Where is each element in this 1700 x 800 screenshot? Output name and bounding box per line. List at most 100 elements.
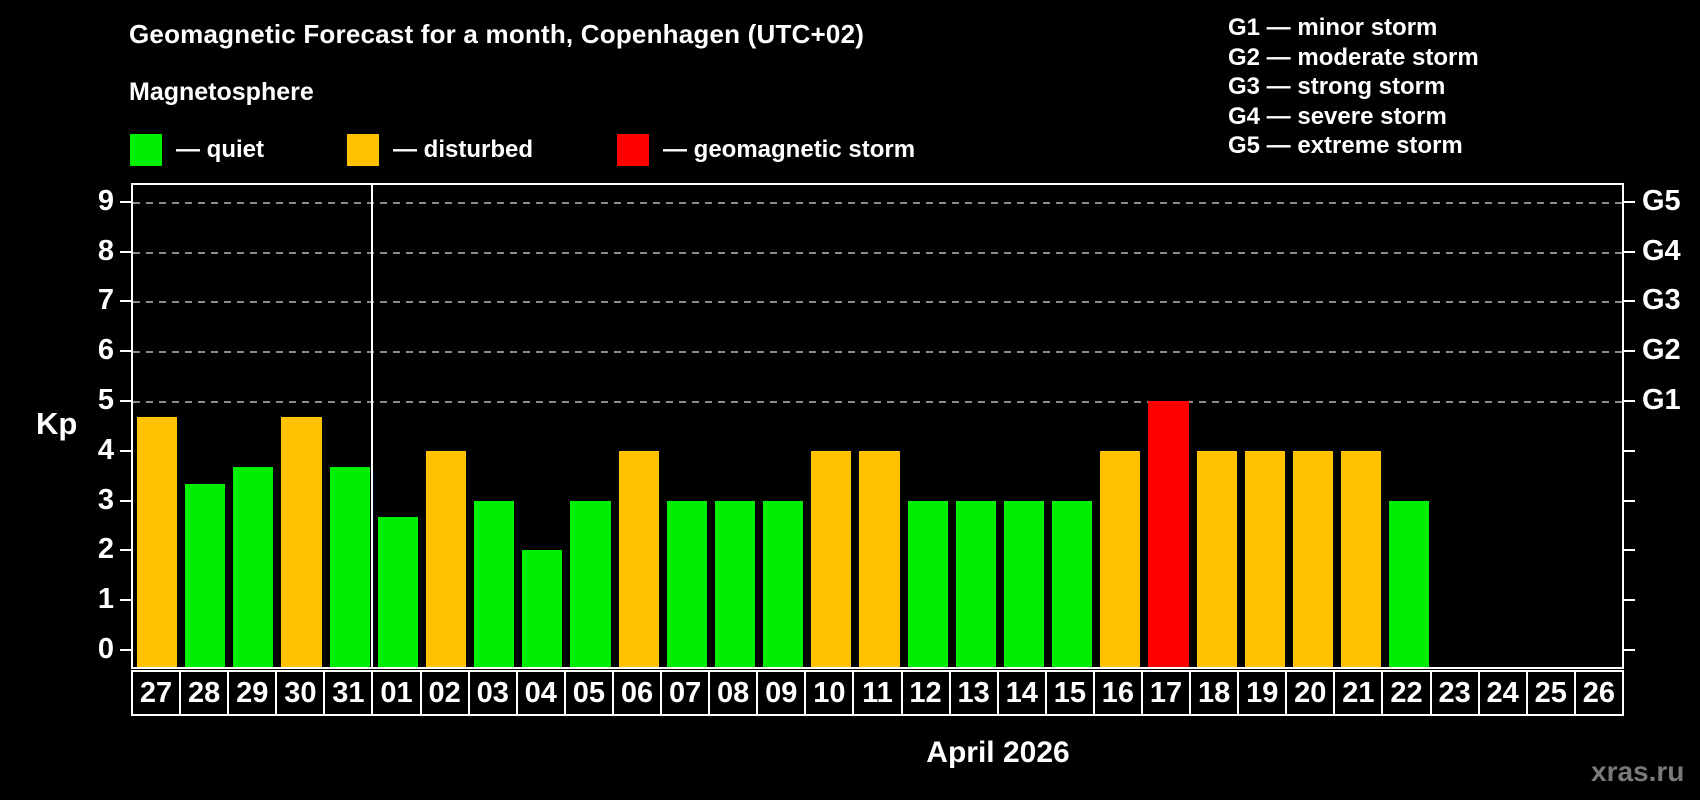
bar-day-17 — [1148, 401, 1189, 667]
date-cell-24: 24 — [1477, 672, 1526, 714]
y-tick-label-8: 8 — [97, 234, 114, 267]
y-tick-right — [1624, 449, 1635, 452]
y-tick-right — [1624, 599, 1635, 602]
bar-day-02 — [425, 450, 467, 667]
quiet-swatch-icon — [130, 134, 162, 166]
bar-day-21 — [1341, 450, 1382, 667]
date-axis: 27 28 29 30 31 01 02 03 04 05 06 07 08 09 10 11 12 13 14 15… — [131, 670, 1624, 716]
date-cell-14: 14 — [996, 672, 1045, 714]
bar-day-15 — [1052, 500, 1093, 667]
date-cell-18: 18 — [1189, 672, 1237, 714]
date-cell-23: 23 — [1429, 672, 1478, 714]
g5-legend-line: G5 — extreme storm — [1228, 132, 1463, 159]
date-cell-28: 28 — [179, 672, 227, 714]
date-cell-25: 25 — [1525, 672, 1574, 714]
chart-title: Geomagnetic Forecast for a month, Copenh… — [129, 19, 865, 49]
y-tick-right — [1624, 200, 1635, 203]
bar-day-30 — [281, 417, 322, 667]
date-cell-26: 26 — [1573, 672, 1622, 714]
y-tick-left — [120, 400, 131, 402]
bar-day-06 — [618, 450, 659, 667]
bar-day-16 — [1100, 450, 1141, 667]
bar-day-10 — [811, 450, 852, 667]
date-cell-13: 13 — [948, 672, 997, 714]
y-tick-right — [1624, 300, 1635, 303]
bar-day-05 — [570, 500, 611, 667]
date-cell-20: 20 — [1285, 672, 1333, 714]
bar-day-14 — [1003, 500, 1045, 667]
date-cell-29: 29 — [227, 672, 275, 714]
date-cell-02: 02 — [419, 672, 468, 714]
date-cell-12: 12 — [900, 672, 949, 714]
y-tick-left — [120, 599, 131, 602]
bar-day-31 — [329, 467, 370, 667]
y-tick-right — [1624, 499, 1635, 502]
y-tick-label-2: 2 — [97, 533, 114, 566]
legend-label-disturbed: — disturbed — [393, 136, 534, 163]
y-tick-left — [120, 449, 131, 452]
g1-legend-line: G1 — minor storm — [1228, 14, 1438, 41]
y-tick-left — [120, 250, 131, 253]
bar-day-18 — [1196, 450, 1237, 667]
date-cell-15: 15 — [1044, 672, 1093, 714]
y-axis-title: Kp — [36, 406, 78, 441]
date-cell-06: 06 — [611, 672, 660, 714]
legend-label-quiet: — quiet — [176, 136, 264, 163]
date-cell-19: 19 — [1237, 672, 1285, 714]
bar-day-20 — [1292, 450, 1334, 667]
bar-day-01 — [377, 517, 418, 667]
date-cell-16: 16 — [1092, 672, 1141, 714]
y-tick-left — [120, 200, 131, 203]
y-tick-left — [120, 350, 131, 353]
y-tick-label-1: 1 — [97, 583, 114, 616]
bar-day-22 — [1389, 500, 1430, 667]
y-tick-left — [120, 649, 131, 651]
month-label: April 2026 — [926, 736, 1070, 769]
bar-day-07 — [666, 500, 707, 667]
y-tick-left — [120, 499, 131, 502]
magnetosphere-label: Magnetosphere — [129, 78, 314, 106]
date-cell-01: 01 — [371, 672, 419, 714]
y-tick-label-4: 4 — [97, 433, 114, 466]
g-scale-legend: G1 — minor storm G2 — moderate storm G3 … — [1228, 13, 1479, 161]
gridline-kp6 — [133, 351, 1622, 354]
date-cell-08: 08 — [708, 672, 756, 714]
g2-legend-line: G2 — moderate storm — [1228, 43, 1479, 71]
y-tick-right — [1624, 400, 1635, 402]
bar-day-13 — [955, 500, 996, 667]
y-tick-label-9: 9 — [97, 184, 114, 217]
gridline-kp5 — [133, 401, 1622, 403]
bar-day-27 — [137, 417, 178, 667]
g-level-label-g3: G3 — [1642, 284, 1681, 317]
g3-legend-line: G3 — strong storm — [1228, 73, 1446, 100]
y-tick-right — [1624, 350, 1635, 353]
date-cell-03: 03 — [467, 672, 516, 714]
y-tick-label-3: 3 — [97, 483, 114, 516]
month-separator-line — [370, 185, 373, 667]
y-tick-left — [120, 549, 131, 552]
disturbed-swatch-icon — [347, 134, 379, 166]
y-tick-label-0: 0 — [97, 632, 114, 665]
y-tick-right — [1624, 250, 1635, 253]
date-cell-11: 11 — [852, 672, 900, 714]
plot-area — [131, 183, 1624, 669]
date-cell-21: 21 — [1333, 672, 1381, 714]
storm-swatch-icon — [617, 134, 649, 166]
bar-day-03 — [474, 500, 515, 667]
bar-day-09 — [763, 500, 804, 667]
gridline-kp8 — [133, 251, 1622, 254]
bar-day-12 — [907, 500, 948, 667]
date-cell-30: 30 — [275, 672, 323, 714]
y-tick-right — [1624, 649, 1635, 651]
watermark: xras.ru — [1591, 756, 1685, 787]
g4-legend-line: G4 — severe storm — [1228, 102, 1447, 130]
date-cell-31: 31 — [323, 672, 371, 714]
bar-day-04 — [522, 550, 563, 667]
date-cell-17: 17 — [1140, 672, 1189, 714]
bar-day-11 — [859, 450, 900, 667]
y-tick-label-7: 7 — [97, 284, 114, 317]
bar-day-19 — [1244, 450, 1285, 667]
date-cell-09: 09 — [756, 672, 804, 714]
gridline-kp7 — [133, 301, 1622, 304]
